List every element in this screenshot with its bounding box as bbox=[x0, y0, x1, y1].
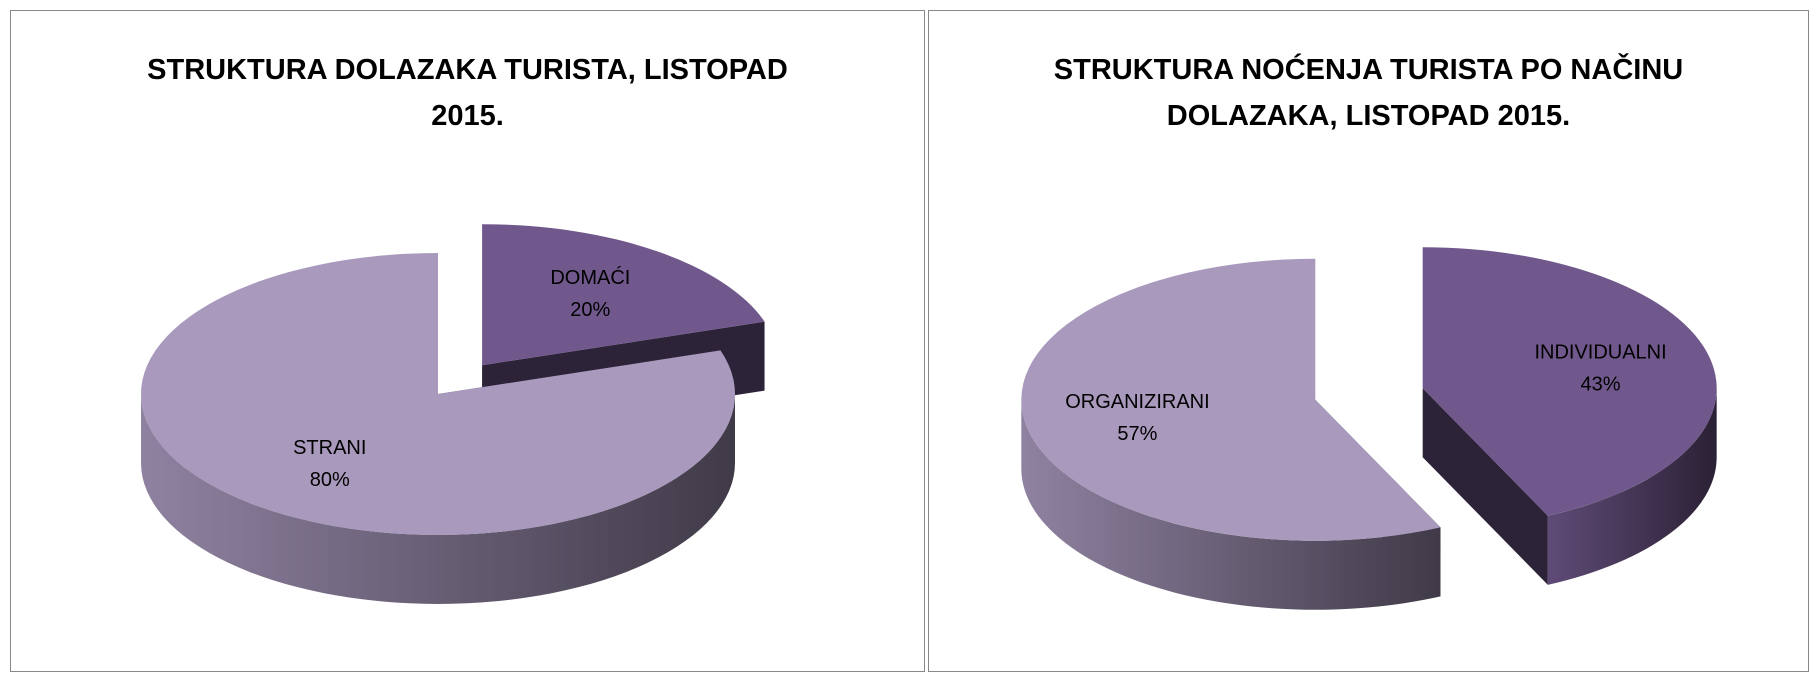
chart: DOMAĆI 20% STRANI 80% bbox=[141, 224, 765, 604]
slice-side bbox=[1547, 388, 1717, 585]
slice-label: ORGANIZIRANI bbox=[1065, 391, 1209, 413]
pie-slice bbox=[141, 253, 736, 535]
pie-slice bbox=[1422, 247, 1717, 516]
chart: INDIVIDUALNI 43% ORGANIZIRANI 57% bbox=[1021, 247, 1717, 610]
slice-value-label: 20% bbox=[570, 299, 610, 321]
slice-label: DOMAĆI bbox=[550, 266, 630, 289]
chart-panel: INDIVIDUALNI 43% ORGANIZIRANI 57% STRUKTURA… bbox=[928, 10, 1809, 672]
slice-side bbox=[1021, 399, 1441, 610]
pie-slice bbox=[482, 224, 765, 366]
chart-panel: DOMAĆI 20% STRANI 80% STRUKTURA DOLAZAKA TU… bbox=[10, 10, 925, 672]
chart-title: STRUKTURA NOĆENJA TURISTA PO NAČINU DOLA… bbox=[1053, 54, 1684, 132]
slice-cut-face bbox=[1422, 388, 1548, 585]
slice-value-label: 80% bbox=[310, 469, 350, 491]
chart-title: STRUKTURA DOLAZAKA TURISTA, LISTOPAD 201… bbox=[147, 54, 788, 132]
pie-slice bbox=[1021, 258, 1441, 541]
slice-label: INDIVIDUALNI bbox=[1534, 341, 1666, 363]
slice-value-label: 57% bbox=[1117, 423, 1157, 445]
slice-side bbox=[141, 394, 735, 604]
slice-label: STRANI bbox=[293, 437, 366, 459]
slice-value-label: 43% bbox=[1581, 373, 1621, 395]
